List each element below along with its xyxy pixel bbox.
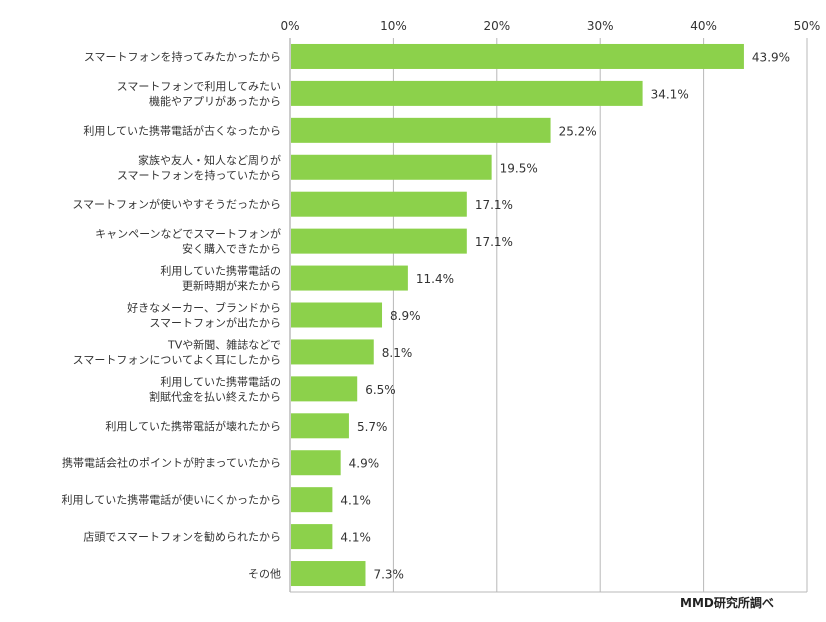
category-label: スマートフォンを持ってみたかったから [84, 49, 281, 63]
bar [291, 43, 744, 69]
category-label: スマートフォンが使いやすそうだったから [72, 197, 281, 211]
data-label: 4.9% [349, 457, 380, 471]
bar [291, 191, 467, 217]
bar [291, 265, 408, 291]
x-tick-label: 0% [280, 19, 299, 33]
data-label: 34.1% [651, 87, 689, 101]
data-label: 7.3% [373, 568, 404, 582]
x-tick-label: 40% [690, 19, 717, 33]
category-label: 利用していた携帯電話の更新時期が来たから [160, 264, 281, 293]
bar [291, 228, 467, 254]
category-label: 利用していた携帯電話が使いにくかったから [62, 493, 281, 507]
bar [291, 376, 358, 402]
data-label: 5.7% [357, 420, 388, 434]
bar [291, 80, 643, 106]
x-tick-label: 50% [794, 19, 821, 33]
data-label: 8.9% [390, 309, 421, 323]
bar [291, 117, 551, 143]
data-label: 8.1% [382, 346, 413, 360]
bar [291, 524, 333, 550]
bar [291, 413, 349, 439]
category-label: 携帯電話会社のポイントが貯まっていたから [62, 456, 281, 470]
data-label: 11.4% [416, 272, 454, 286]
data-label: 6.5% [365, 383, 396, 397]
category-label: 家族や友人・知人など周りがスマートフォンを持っていたから [117, 153, 281, 182]
bar [291, 487, 333, 513]
bar [291, 339, 374, 365]
category-label: 店頭でスマートフォンを勧められたから [83, 530, 281, 544]
category-label: 好きなメーカー、ブランドからスマートフォンが出たから [127, 301, 281, 330]
bar [291, 154, 492, 180]
bar [291, 561, 366, 587]
category-label: 利用していた携帯電話が壊れたから [105, 419, 281, 433]
bar [291, 450, 341, 476]
x-tick-label: 30% [587, 19, 614, 33]
bar [291, 302, 383, 328]
category-label: キャンペーンなどでスマートフォンが安く購入できたから [95, 227, 281, 256]
data-label: 4.1% [340, 494, 371, 508]
x-tick-label: 10% [380, 19, 407, 33]
data-label: 25.2% [559, 124, 597, 138]
x-tick-label: 20% [483, 19, 510, 33]
category-label: その他 [248, 568, 281, 581]
category-label: TVや新聞、雑誌などでスマートフォンについてよく耳にしたから [73, 337, 281, 366]
category-label: 利用していた携帯電話の割賦代金を払い終えたから [149, 374, 281, 403]
category-label: 利用していた携帯電話が古くなったから [83, 123, 281, 137]
data-label: 19.5% [500, 161, 538, 175]
category-label: スマートフォンで利用してみたい機能やアプリがあったから [117, 80, 281, 108]
data-label: 17.1% [475, 235, 513, 249]
source-label: MMD研究所調べ [680, 596, 774, 610]
data-label: 43.9% [752, 50, 790, 64]
data-label: 4.1% [340, 531, 371, 545]
data-label: 17.1% [475, 198, 513, 212]
